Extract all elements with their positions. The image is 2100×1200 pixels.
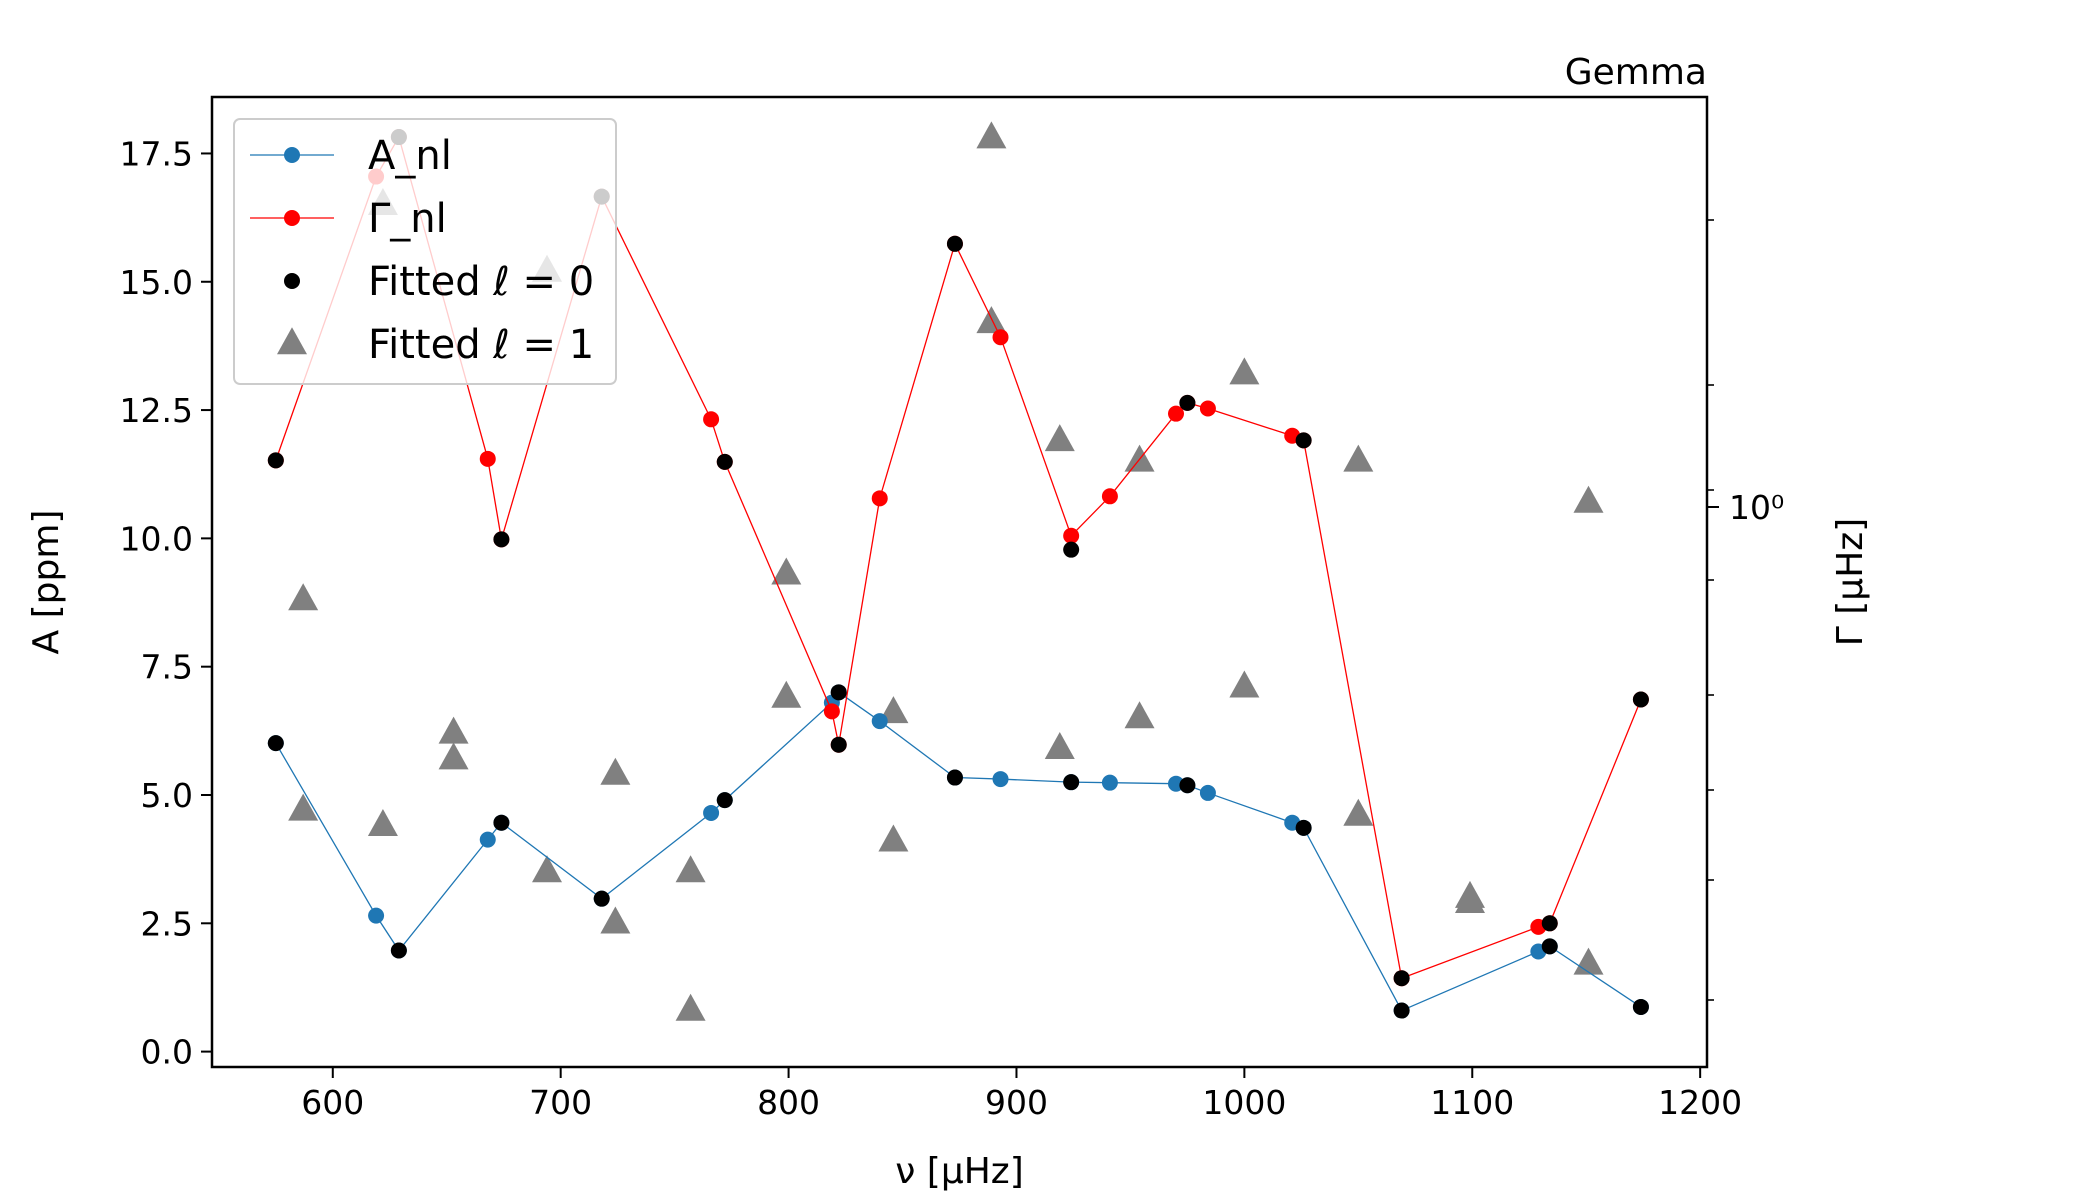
fitted-l0-point (593, 890, 610, 907)
fitted-l1-triangle (1229, 670, 1260, 698)
fitted-l1-triangle (675, 993, 706, 1021)
y-axis-label-right: Γ [μHz] (1830, 518, 1871, 646)
axes-layer: 600 700 800 900 1000 1100 1200 0.0 2.5 5.0 7.5 10.0… (26, 95, 1871, 1192)
x-tick-label: 1100 (1430, 1083, 1514, 1122)
fitted-l1-triangle (1343, 444, 1374, 472)
gamma-nl-line (275, 135, 1642, 980)
fitted-l0-point (267, 452, 284, 469)
fitted-l1-triangle (600, 757, 631, 785)
y-tick-label: 2.5 (141, 904, 193, 943)
fitted-l1-triangle (600, 906, 631, 934)
gamma-nl-point (703, 411, 720, 428)
y-tick-label: 10.0 (120, 519, 193, 558)
fitted-l1-triangle (367, 809, 398, 837)
y-tick-label: 17.5 (120, 134, 193, 173)
y-tick-label: 5.0 (141, 776, 193, 815)
anl-point (992, 771, 1009, 788)
plot-frame (210, 95, 1709, 1069)
fitted-l1-triangle (878, 824, 909, 852)
anl-point (1199, 784, 1216, 801)
fitted-l0-point (390, 942, 407, 959)
y-tick-label: 7.5 (141, 648, 193, 687)
fitted-l0-point (1179, 394, 1196, 411)
corner-label: Gemma (1565, 52, 1707, 93)
fitted-l1-triangle (1044, 732, 1075, 760)
fitted-l0-point (830, 684, 847, 701)
fitted-l0-point (493, 814, 510, 831)
fitted-l1-triangle (438, 716, 469, 744)
fitted-l0-point (716, 792, 733, 809)
x-tick-label: 1200 (1658, 1083, 1742, 1122)
fitted-l0-point (1179, 777, 1196, 794)
legend-anl-marker (284, 147, 300, 163)
fitted-l1-triangle (1229, 357, 1260, 385)
fitted-l0-point (1541, 938, 1558, 955)
fitted-l0-point (1393, 1002, 1410, 1019)
legend-gamma-marker (284, 210, 300, 226)
anl-point (703, 804, 720, 821)
legend-label-gamma: Γ_nl (368, 196, 447, 242)
fitted-l1-triangle (288, 583, 319, 611)
fitted-l1-triangle (1124, 701, 1155, 729)
fitted-l1-triangle (1124, 444, 1155, 472)
legend-label-fitted-l1: Fitted ℓ = 1 (368, 322, 594, 368)
fitted-l1-triangle (438, 742, 469, 770)
fitted-l1-triangle (976, 121, 1007, 149)
fitted-l0-point (1393, 970, 1410, 987)
fitted-l0-point (1063, 541, 1080, 558)
fitted-l1-triangle (675, 855, 706, 883)
fitted-l0-point (493, 531, 510, 548)
gamma-nl-point (1101, 488, 1118, 505)
x-axis-label: ν [μHz] (895, 1151, 1024, 1192)
fitted-l0-point (1541, 915, 1558, 932)
fitted-l0-point (946, 235, 963, 252)
legend-fitted-l1-marker (277, 327, 307, 355)
anl-point (871, 713, 888, 730)
legend-fitted-l0-marker (284, 273, 300, 289)
legend-label-anl: A_nl (368, 133, 452, 179)
gamma-nl-point (1063, 527, 1080, 544)
fitted-l1-triangle (288, 793, 319, 821)
gamma-nl-point (992, 329, 1009, 346)
legend: A_nl Γ_nl Fitted ℓ = 0 Fitted ℓ = 1 (233, 118, 617, 385)
anl-point (1101, 774, 1118, 791)
y-tick-label: 0.0 (141, 1033, 193, 1072)
fitted-l0-point (267, 735, 284, 752)
anl-point (479, 831, 496, 848)
x-tick-label: 700 (529, 1083, 592, 1122)
y-tick-label: 12.5 (120, 391, 193, 430)
y-axis-label-left: A [ppm] (26, 510, 67, 655)
fitted-l1-triangle (1454, 880, 1485, 908)
fitted-l0-point (1295, 432, 1312, 449)
fitted-l0-point (830, 736, 847, 753)
fitted-l1-triangle (1343, 798, 1374, 826)
x-tick-label: 600 (301, 1083, 364, 1122)
fitted-l0-point (946, 769, 963, 786)
legend-box (233, 118, 617, 385)
fitted-l1-triangle (771, 557, 802, 585)
y-tick-label: 15.0 (120, 263, 193, 302)
gamma-nl-point (871, 490, 888, 507)
fitted-l1-triangle (1573, 485, 1604, 513)
x-tick-label: 900 (985, 1083, 1048, 1122)
fitted-l1-triangle (1044, 424, 1075, 452)
fitted-l0-point (1063, 774, 1080, 791)
fitted-l0-point (1295, 819, 1312, 836)
right-tick-label: 10⁰ (1729, 488, 1784, 527)
legend-label-fitted-l0: Fitted ℓ = 0 (368, 259, 594, 305)
fitted-l0-point (1632, 998, 1649, 1015)
gamma-nl-point (1199, 400, 1216, 417)
fitted-l0-point (716, 453, 733, 470)
fitted-l1-triangle (532, 855, 563, 883)
x-tick-label: 800 (757, 1083, 820, 1122)
gamma-nl-point (1168, 405, 1185, 422)
fitted-l1-triangle (771, 680, 802, 708)
gamma-nl-point (479, 450, 496, 467)
anl-point (368, 907, 385, 924)
x-tick-label: 1000 (1202, 1083, 1286, 1122)
gamma-nl-point (823, 703, 840, 720)
fitted-l0-point (1632, 691, 1649, 708)
